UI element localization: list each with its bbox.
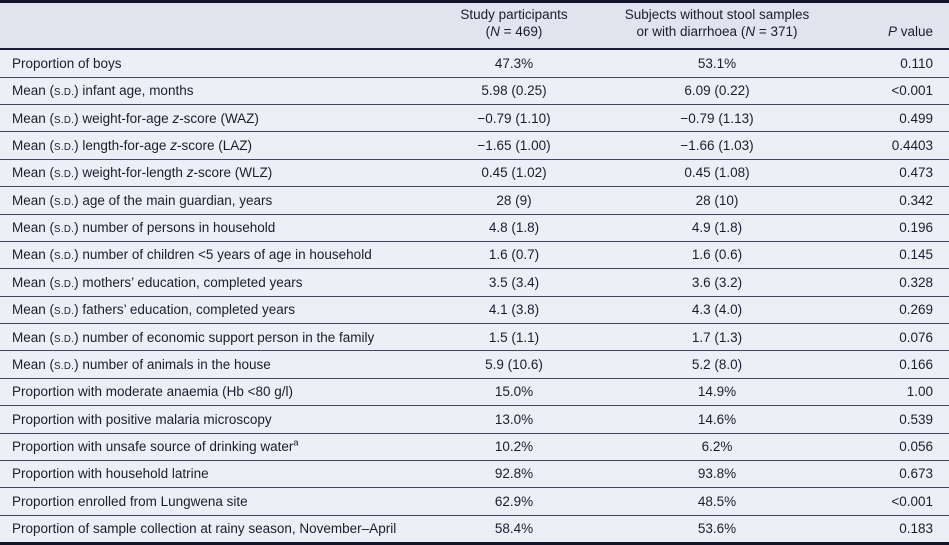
table-row: Mean (s.d.) weight-for-length z-score (W… xyxy=(0,159,949,188)
row-label: Mean (s.d.) age of the main guardian, ye… xyxy=(0,186,420,215)
row-label: Mean (s.d.) number of persons in househo… xyxy=(0,214,420,242)
p-value: <0.001 xyxy=(826,487,949,516)
p-value: 0.473 xyxy=(826,159,949,188)
column-header-study-participants: Study participants (N = 469) xyxy=(420,3,608,50)
study-participants-value: 15.0% xyxy=(420,378,608,407)
row-label: Proportion of boys xyxy=(0,49,420,78)
table-row: Mean (s.d.) number of children <5 years … xyxy=(0,241,949,270)
p-value: 0.4403 xyxy=(826,131,949,160)
table-row: Proportion of sample collection at rainy… xyxy=(0,515,949,542)
p-value: 0.539 xyxy=(826,405,949,434)
subjects-without-stool-value: −1.66 (1.03) xyxy=(608,131,826,160)
p-value: 0.110 xyxy=(826,49,949,78)
table-row: Proportion with moderate anaemia (Hb <80… xyxy=(0,378,949,407)
study-participants-value: 10.2% xyxy=(420,433,608,461)
p-value: 1.00 xyxy=(826,378,949,407)
subjects-without-stool-value: 0.45 (1.08) xyxy=(608,159,826,188)
study-participants-value: 1.5 (1.1) xyxy=(420,323,608,352)
row-label: Mean (s.d.) number of children <5 years … xyxy=(0,241,420,270)
table-row: Proportion enrolled from Lungwena site 62… xyxy=(0,487,949,516)
row-label: Proportion with unsafe source of drinkin… xyxy=(0,433,420,461)
row-label: Mean (s.d.) length-for-age z-score (LAZ) xyxy=(0,131,420,160)
p-value: <0.001 xyxy=(826,77,949,106)
p-value: 0.673 xyxy=(826,460,949,489)
p-value: 0.145 xyxy=(826,241,949,270)
p-value: 0.499 xyxy=(826,104,949,133)
table-row: Mean (s.d.) number of persons in househo… xyxy=(0,214,949,242)
p-value: 0.056 xyxy=(826,433,949,461)
study-participants-value: −0.79 (1.10) xyxy=(420,104,608,133)
subjects-without-stool-value: 93.8% xyxy=(608,460,826,489)
study-participants-value: 0.45 (1.02) xyxy=(420,159,608,188)
row-label: Mean (s.d.) mothers’ education, complete… xyxy=(0,268,420,297)
subjects-without-stool-value: 28 (10) xyxy=(608,186,826,215)
row-label: Mean (s.d.) number of economic support p… xyxy=(0,323,420,352)
row-label: Mean (s.d.) fathers’ education, complete… xyxy=(0,296,420,325)
subjects-without-stool-value: 1.7 (1.3) xyxy=(608,323,826,352)
row-label: Mean (s.d.) infant age, months xyxy=(0,77,420,106)
study-participants-value: 28 (9) xyxy=(420,186,608,215)
subjects-without-stool-value: 3.6 (3.2) xyxy=(608,268,826,297)
table-row: Mean (s.d.) length-for-age z-score (LAZ)… xyxy=(0,131,949,160)
row-label: Mean (s.d.) number of animals in the hou… xyxy=(0,350,420,379)
subjects-without-stool-value: 5.2 (8.0) xyxy=(608,350,826,379)
subjects-without-stool-value: 48.5% xyxy=(608,487,826,516)
table-row: Mean (s.d.) mothers’ education, complete… xyxy=(0,268,949,297)
p-value: 0.183 xyxy=(826,515,949,542)
study-participants-value: 1.6 (0.7) xyxy=(420,241,608,270)
column-header-subjects-without-stool: Subjects without stool samples or with di… xyxy=(608,3,826,50)
study-participants-value: 58.4% xyxy=(420,515,608,542)
table-row: Mean (s.d.) weight-for-age z-score (WAZ)… xyxy=(0,104,949,133)
table-row: Mean (s.d.) number of economic support p… xyxy=(0,323,949,352)
subjects-without-stool-value: 6.09 (0.22) xyxy=(608,77,826,106)
study-participants-value: 3.5 (3.4) xyxy=(420,268,608,297)
subjects-without-stool-value: 14.6% xyxy=(608,405,826,434)
table-header: Study participants (N = 469) Subjects wit… xyxy=(0,3,949,50)
table-body: Proportion of boys 47.3% 53.1% 0.110 Mean (s… xyxy=(0,49,949,542)
row-label: Mean (s.d.) weight-for-age z-score (WAZ) xyxy=(0,104,420,133)
p-value: 0.076 xyxy=(826,323,949,352)
subjects-without-stool-value: 4.3 (4.0) xyxy=(608,296,826,325)
row-label: Proportion with moderate anaemia (Hb <80… xyxy=(0,378,420,407)
table-row: Proportion with unsafe source of drinkin… xyxy=(0,433,949,461)
row-label: Proportion with positive malaria microsc… xyxy=(0,405,420,434)
table-row: Proportion of boys 47.3% 53.1% 0.110 xyxy=(0,49,949,78)
row-label: Proportion enrolled from Lungwena site xyxy=(0,487,420,516)
table-row: Proportion with positive malaria microsc… xyxy=(0,405,949,434)
subjects-without-stool-value: 1.6 (0.6) xyxy=(608,241,826,270)
subjects-without-stool-value: 14.9% xyxy=(608,378,826,407)
table-row: Mean (s.d.) infant age, months 5.98 (0.25… xyxy=(0,77,949,106)
p-value: 0.196 xyxy=(826,214,949,242)
subjects-without-stool-value: 4.9 (1.8) xyxy=(608,214,826,242)
study-participants-value: 5.98 (0.25) xyxy=(420,77,608,106)
subjects-without-stool-value: −0.79 (1.13) xyxy=(608,104,826,133)
study-participants-value: 47.3% xyxy=(420,49,608,78)
participants-comparison-table: Study participants (N = 469) Subjects wit… xyxy=(0,3,949,542)
study-participants-value: −1.65 (1.00) xyxy=(420,131,608,160)
table-row: Mean (s.d.) number of animals in the hou… xyxy=(0,350,949,379)
column-header-p-value: P value xyxy=(826,3,949,50)
study-participants-value: 92.8% xyxy=(420,460,608,489)
p-value: 0.342 xyxy=(826,186,949,215)
subjects-without-stool-value: 6.2% xyxy=(608,433,826,461)
study-participants-value: 13.0% xyxy=(420,405,608,434)
study-participants-value: 62.9% xyxy=(420,487,608,516)
study-participants-value: 5.9 (10.6) xyxy=(420,350,608,379)
study-participants-value: 4.1 (3.8) xyxy=(420,296,608,325)
table-row: Mean (s.d.) fathers’ education, complete… xyxy=(0,296,949,325)
subjects-without-stool-value: 53.6% xyxy=(608,515,826,542)
table-row: Mean (s.d.) age of the main guardian, ye… xyxy=(0,186,949,215)
row-label: Proportion of sample collection at rainy… xyxy=(0,515,420,542)
subjects-without-stool-value: 53.1% xyxy=(608,49,826,78)
p-value: 0.166 xyxy=(826,350,949,379)
row-label: Mean (s.d.) weight-for-length z-score (W… xyxy=(0,159,420,188)
p-value: 0.328 xyxy=(826,268,949,297)
p-value: 0.269 xyxy=(826,296,949,325)
row-label: Proportion with household latrine xyxy=(0,460,420,489)
table-row: Proportion with household latrine 92.8% 93… xyxy=(0,460,949,489)
column-header-empty xyxy=(0,3,420,50)
study-participants-value: 4.8 (1.8) xyxy=(420,214,608,242)
